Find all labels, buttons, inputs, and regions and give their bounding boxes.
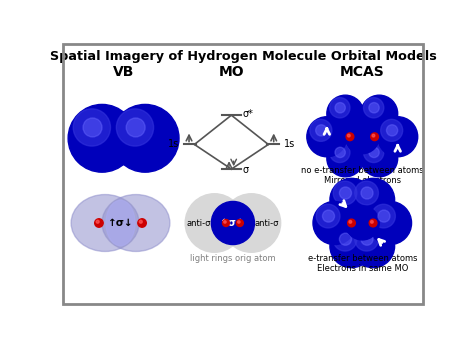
Circle shape <box>346 133 354 141</box>
Circle shape <box>339 187 352 199</box>
Circle shape <box>364 142 384 163</box>
Circle shape <box>237 219 243 226</box>
Circle shape <box>307 117 347 157</box>
Circle shape <box>224 221 226 223</box>
Text: MCAS: MCAS <box>340 65 384 79</box>
Circle shape <box>333 227 357 251</box>
Circle shape <box>316 204 340 228</box>
Circle shape <box>364 98 384 118</box>
Circle shape <box>335 103 346 113</box>
Circle shape <box>346 206 379 240</box>
Text: anti-σ: anti-σ <box>187 218 211 227</box>
Circle shape <box>327 95 364 132</box>
Circle shape <box>347 134 350 137</box>
Circle shape <box>116 109 154 146</box>
Text: e-transfer between atoms
Electrons in same MO: e-transfer between atoms Electrons in sa… <box>308 254 417 273</box>
Circle shape <box>349 221 352 223</box>
Circle shape <box>329 98 350 118</box>
Text: 1s: 1s <box>168 139 179 149</box>
Ellipse shape <box>102 195 170 251</box>
Circle shape <box>339 233 352 245</box>
Circle shape <box>372 134 375 137</box>
Circle shape <box>211 202 255 245</box>
Circle shape <box>68 105 136 172</box>
Circle shape <box>126 118 145 137</box>
Circle shape <box>371 221 373 223</box>
Circle shape <box>96 220 99 223</box>
Text: ↑σ↓: ↑σ↓ <box>220 218 246 228</box>
Circle shape <box>361 233 373 245</box>
Text: ↑σ↓: ↑σ↓ <box>108 218 133 228</box>
Circle shape <box>361 95 398 132</box>
Circle shape <box>352 225 395 268</box>
Circle shape <box>111 105 179 172</box>
Circle shape <box>222 194 281 252</box>
Text: no e-transfer between atoms
Mirrored electrons: no e-transfer between atoms Mirrored ele… <box>301 166 424 185</box>
Circle shape <box>346 120 379 154</box>
Text: MO: MO <box>219 65 244 79</box>
Text: 1s: 1s <box>284 139 295 149</box>
Circle shape <box>381 119 403 141</box>
Circle shape <box>95 219 103 227</box>
Circle shape <box>83 118 102 137</box>
Circle shape <box>347 219 356 227</box>
Text: light rings orig atom: light rings orig atom <box>190 254 276 263</box>
Circle shape <box>310 119 332 141</box>
Circle shape <box>139 220 142 223</box>
Circle shape <box>386 125 398 136</box>
Ellipse shape <box>106 200 135 246</box>
Circle shape <box>138 219 146 227</box>
Circle shape <box>369 103 379 113</box>
Circle shape <box>316 125 327 136</box>
Circle shape <box>361 187 373 199</box>
Text: σ*: σ* <box>242 109 253 119</box>
Circle shape <box>355 227 378 251</box>
Circle shape <box>369 147 379 158</box>
Text: Spatial Imagery of Hydrogen Molecule Orbital Models: Spatial Imagery of Hydrogen Molecule Orb… <box>50 50 436 63</box>
Text: VB: VB <box>113 65 134 79</box>
Circle shape <box>185 194 244 252</box>
Circle shape <box>330 178 373 222</box>
Circle shape <box>330 225 373 268</box>
Circle shape <box>313 202 356 245</box>
Circle shape <box>372 204 395 228</box>
Text: anti-σ: anti-σ <box>255 218 279 227</box>
Circle shape <box>352 178 395 222</box>
Circle shape <box>371 133 378 141</box>
Circle shape <box>222 219 229 226</box>
Circle shape <box>329 142 350 163</box>
Circle shape <box>368 202 411 245</box>
Circle shape <box>378 210 390 222</box>
Circle shape <box>73 109 110 146</box>
Circle shape <box>355 181 378 205</box>
Circle shape <box>333 181 357 205</box>
Circle shape <box>322 210 335 222</box>
Circle shape <box>378 117 418 157</box>
Circle shape <box>327 140 364 177</box>
Ellipse shape <box>71 195 139 251</box>
Text: σ: σ <box>242 165 248 175</box>
Circle shape <box>361 140 398 177</box>
Circle shape <box>335 147 346 158</box>
Circle shape <box>369 219 377 227</box>
Circle shape <box>237 221 240 223</box>
